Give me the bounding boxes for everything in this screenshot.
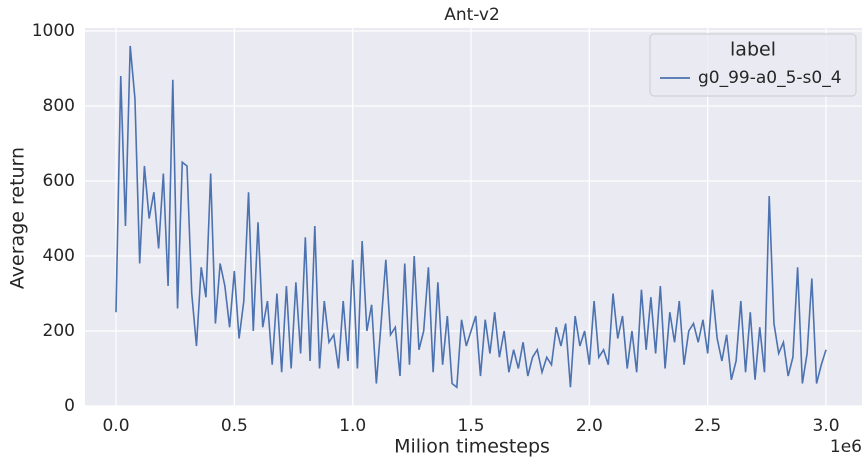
x-axis-label: Milion timesteps [394, 436, 550, 458]
x-tick-label: 0.0 [102, 416, 129, 436]
x-tick-label: 3.0 [813, 416, 840, 436]
y-tick-label: 0 [64, 396, 75, 416]
y-tick-label: 600 [43, 171, 75, 191]
y-tick-label: 800 [43, 96, 75, 116]
series-lines [115, 45, 827, 389]
x-offset-label: 1e6 [830, 437, 862, 457]
y-tick-label: 1000 [32, 21, 75, 41]
legend-box [649, 33, 857, 97]
x-tick-label: 1.5 [457, 416, 484, 436]
legend-title: label [730, 39, 776, 61]
legend-label: g0_99-a0_5-s0_4 [698, 68, 842, 88]
y-tick-label: 200 [43, 321, 75, 341]
y-axis-label: Average return [7, 147, 29, 289]
grid [85, 28, 862, 407]
series-line [115, 45, 827, 389]
chart-title: Ant-v2 [444, 5, 500, 25]
x-tick-label: 2.5 [694, 416, 721, 436]
x-tick-label: 1.0 [339, 416, 366, 436]
x-tick-label: 2.0 [576, 416, 603, 436]
y-tick-label: 400 [43, 246, 75, 266]
legend: label g0_99-a0_5-s0_4 [649, 33, 857, 97]
x-tick-label: 0.5 [221, 416, 248, 436]
